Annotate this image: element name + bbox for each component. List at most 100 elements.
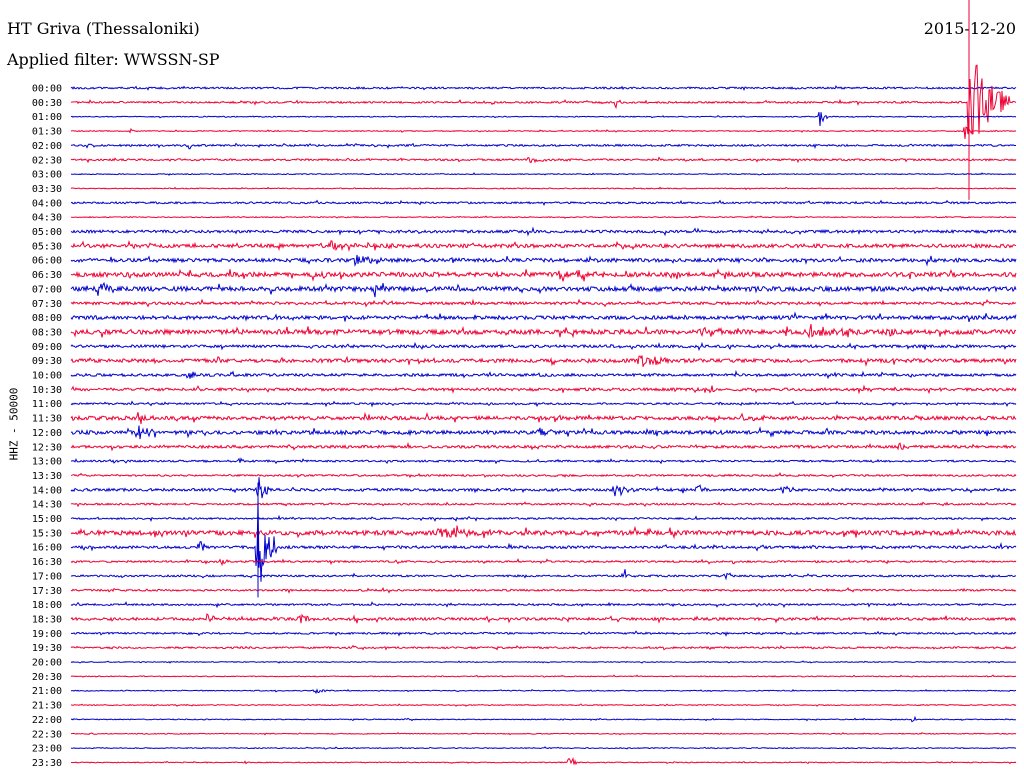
row-time-label: 13:00 <box>32 457 62 468</box>
row-time-label: 06:30 <box>32 270 62 281</box>
trace-row-0630 <box>70 268 1017 282</box>
row-time-label: 22:30 <box>32 729 62 740</box>
row-time-label: 00:00 <box>32 84 62 95</box>
trace-row-1630 <box>70 558 1017 567</box>
trace-row-0700 <box>70 281 1017 298</box>
trace-row-2230 <box>70 732 1017 736</box>
date-label: 2015-12-20 <box>923 19 1016 38</box>
trace-row-1700 <box>70 569 1016 581</box>
row-time-label: 19:00 <box>32 629 62 640</box>
trace-row-0100 <box>70 111 1017 127</box>
row-time-label: 07:00 <box>32 284 62 295</box>
trace-row-1230 <box>70 441 1017 452</box>
row-time-label: 10:30 <box>32 385 62 396</box>
trace-row-1400 <box>70 477 1017 499</box>
row-time-label: 09:00 <box>32 342 62 353</box>
row-time-label: 04:00 <box>32 198 62 209</box>
trace-row-0200 <box>70 142 1016 150</box>
trace-row-2130 <box>71 703 1017 707</box>
row-time-label: 09:30 <box>32 356 62 367</box>
row-time-label: 14:00 <box>32 485 62 496</box>
trace-row-0900 <box>70 341 1017 352</box>
trace-row-1830 <box>70 613 1017 624</box>
row-time-label: 21:00 <box>32 686 62 697</box>
trace-row-0330 <box>70 186 1017 191</box>
row-time-label: 22:00 <box>32 715 62 726</box>
trace-row-0430 <box>71 215 1017 219</box>
trace-row-1330 <box>70 471 1017 479</box>
trace-row-0830 <box>70 324 1017 339</box>
trace-row-1030 <box>70 384 1017 395</box>
row-time-label: 10:00 <box>32 371 62 382</box>
row-time-label: 08:30 <box>32 327 62 338</box>
trace-row-2030 <box>70 674 1017 678</box>
row-time-label: 05:30 <box>32 241 62 252</box>
trace-row-0600 <box>70 254 1017 267</box>
trace-row-1200 <box>70 425 1017 440</box>
station-title: HT Griva (Thessaloniki) <box>7 19 200 38</box>
row-time-label: 04:30 <box>32 213 62 224</box>
trace-row-1000 <box>70 369 1017 380</box>
row-time-label: 16:00 <box>32 543 62 554</box>
trace-row-1800 <box>70 601 1017 609</box>
filter-label: Applied filter: WWSSN-SP <box>7 50 220 69</box>
trace-row-1500 <box>70 514 1017 522</box>
trace-row-0230 <box>70 156 1017 164</box>
trace-row-2300 <box>70 746 1017 750</box>
row-time-label: 23:30 <box>32 758 62 769</box>
row-time-label: 07:30 <box>32 299 62 310</box>
row-time-label: 02:00 <box>32 141 62 152</box>
trace-row-0730 <box>70 298 1016 308</box>
trace-row-1300 <box>70 457 1017 465</box>
row-time-label: 14:30 <box>32 500 62 511</box>
row-time-label: 15:30 <box>32 528 62 539</box>
trace-row-2100 <box>70 688 1017 695</box>
row-time-label: 21:30 <box>32 701 62 712</box>
row-time-label: 18:30 <box>32 614 62 625</box>
row-time-label: 00:30 <box>32 98 62 109</box>
trace-row-0800 <box>70 311 1017 323</box>
trace-row-1730 <box>70 586 1017 594</box>
trace-row-0130 <box>70 126 1017 139</box>
row-time-label: 18:00 <box>32 600 62 611</box>
row-time-label: 03:30 <box>32 184 62 195</box>
row-time-label: 05:00 <box>32 227 62 238</box>
trace-row-0300 <box>70 172 1017 176</box>
row-time-label: 20:00 <box>32 658 62 669</box>
row-time-label: 20:30 <box>32 672 62 683</box>
row-time-label: 13:30 <box>32 471 62 482</box>
row-time-label: 02:30 <box>32 155 62 166</box>
trace-row-1600 <box>70 499 1017 582</box>
trace-row-0030 <box>70 64 1017 135</box>
row-time-label: 12:00 <box>32 428 62 439</box>
row-time-label: 15:00 <box>32 514 62 525</box>
trace-row-2000 <box>70 660 1017 664</box>
row-time-label: 01:00 <box>32 112 62 123</box>
trace-row-1530 <box>70 525 1017 540</box>
row-time-label: 17:00 <box>32 571 62 582</box>
trace-row-0400 <box>70 199 1017 207</box>
row-time-label: 01:30 <box>32 127 62 138</box>
row-time-label: 11:00 <box>32 399 62 410</box>
trace-row-0000 <box>70 85 1017 92</box>
trace-row-2330 <box>70 757 1017 766</box>
trace-row-1900 <box>70 630 1017 637</box>
row-time-label: 16:30 <box>32 557 62 568</box>
trace-row-0530 <box>70 239 1017 252</box>
trace-row-1100 <box>70 400 1017 408</box>
trace-row-1430 <box>70 501 1017 508</box>
row-time-label: 03:00 <box>32 170 62 181</box>
trace-row-0930 <box>70 355 1017 367</box>
row-time-label: 06:00 <box>32 256 62 267</box>
trace-row-0500 <box>70 226 1017 237</box>
row-time-label: 12:30 <box>32 442 62 453</box>
trace-row-1130 <box>70 411 1017 425</box>
trace-row-1930 <box>70 644 1017 651</box>
trace-row-2200 <box>70 715 1016 723</box>
row-time-label: 19:30 <box>32 643 62 654</box>
row-time-label: 17:30 <box>32 586 62 597</box>
row-time-label: 11:30 <box>32 414 62 425</box>
row-time-label: 08:00 <box>32 313 62 324</box>
row-time-label: 23:00 <box>32 744 62 755</box>
